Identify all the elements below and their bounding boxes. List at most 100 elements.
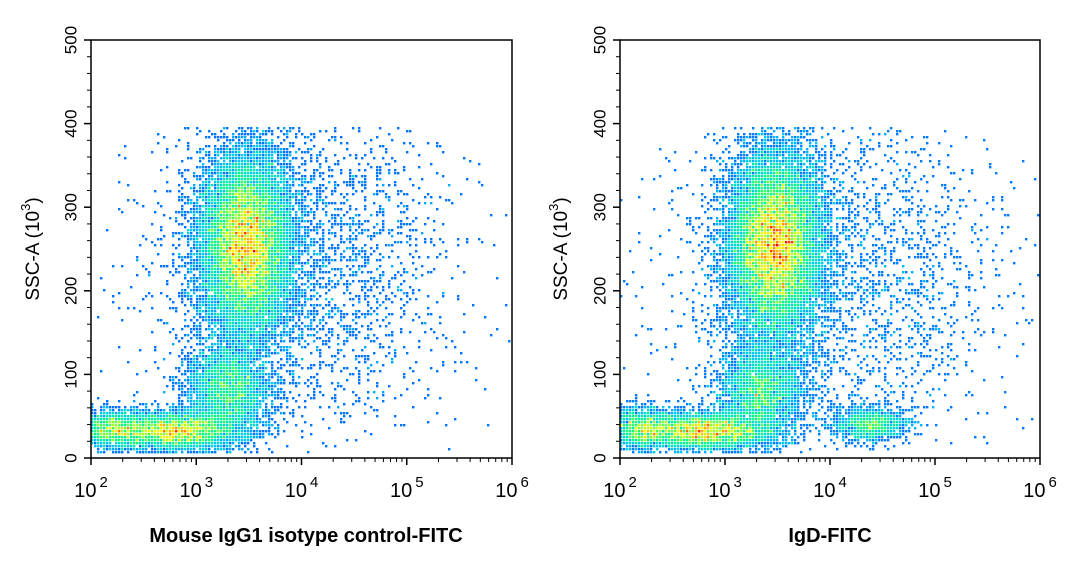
event-dot [421, 274, 424, 277]
event-dot [280, 148, 283, 151]
event-dot [319, 265, 322, 268]
event-dot [133, 415, 136, 418]
event-dot [496, 277, 499, 280]
event-dot [280, 157, 283, 160]
event-dot [205, 328, 208, 331]
event-dot [337, 343, 340, 346]
event-dot [247, 253, 250, 256]
event-dot [238, 178, 241, 181]
event-dot [205, 265, 208, 268]
event-dot [100, 277, 103, 280]
event-dot [106, 421, 109, 424]
event-dot [235, 349, 238, 352]
event-dot [202, 283, 205, 286]
event-dot [388, 229, 391, 232]
event-dot [211, 160, 214, 163]
event-dot [103, 424, 106, 427]
event-dot [214, 199, 217, 202]
event-dot [190, 253, 193, 256]
event-dot [181, 418, 184, 421]
event-dot [262, 346, 265, 349]
event-dot [223, 310, 226, 313]
event-dot [283, 430, 286, 433]
event-dot [214, 373, 217, 376]
event-dot [184, 334, 187, 337]
event-dot [313, 340, 316, 343]
event-dot [220, 220, 223, 223]
event-dot [202, 364, 205, 367]
event-dot [328, 304, 331, 307]
event-dot [238, 415, 241, 418]
event-dot [196, 358, 199, 361]
event-dot [160, 244, 163, 247]
event-dot [334, 394, 337, 397]
event-dot [316, 379, 319, 382]
event-dot [226, 136, 229, 139]
event-dot [205, 370, 208, 373]
event-dot [235, 214, 238, 217]
event-dot [262, 244, 265, 247]
event-dot [220, 346, 223, 349]
event-dot [259, 241, 262, 244]
event-dot [223, 427, 226, 430]
event-dot [361, 271, 364, 274]
event-dot [220, 379, 223, 382]
event-dot [253, 235, 256, 238]
event-dot [208, 199, 211, 202]
event-dot [157, 418, 160, 421]
event-dot [265, 409, 268, 412]
event-dot [223, 382, 226, 385]
event-dot [268, 346, 271, 349]
event-dot [379, 205, 382, 208]
event-dot [265, 166, 268, 169]
event-dot [298, 166, 301, 169]
event-dot [262, 310, 265, 313]
event-dot [223, 259, 226, 262]
event-dot [229, 139, 232, 142]
event-dot [175, 415, 178, 418]
event-dot [286, 217, 289, 220]
event-dot [244, 172, 247, 175]
event-dot [223, 217, 226, 220]
event-dot [238, 259, 241, 262]
event-dot [193, 385, 196, 388]
event-dot [253, 433, 256, 436]
event-dot [373, 391, 376, 394]
event-dot [301, 337, 304, 340]
event-dot [259, 181, 262, 184]
event-dot [268, 430, 271, 433]
event-dot [181, 208, 184, 211]
event-dot [250, 205, 253, 208]
event-dot [196, 202, 199, 205]
event-dot [265, 397, 268, 400]
event-dot [208, 427, 211, 430]
event-dot [262, 160, 265, 163]
event-dot [274, 325, 277, 328]
event-dot [220, 193, 223, 196]
event-dot [205, 256, 208, 259]
event-dot [172, 412, 175, 415]
event-dot [319, 199, 322, 202]
event-dot [190, 424, 193, 427]
event-dot [310, 289, 313, 292]
event-dot [223, 247, 226, 250]
event-dot [217, 316, 220, 319]
event-dot [235, 211, 238, 214]
event-dot [148, 412, 151, 415]
event-dot [208, 247, 211, 250]
event-dot [253, 160, 256, 163]
event-dot [130, 406, 133, 409]
event-dot [331, 364, 334, 367]
event-dot [412, 289, 415, 292]
event-dot [112, 427, 115, 430]
event-dot [250, 277, 253, 280]
event-dot [265, 196, 268, 199]
event-dot [235, 382, 238, 385]
event-dot [238, 412, 241, 415]
event-dot [109, 436, 112, 439]
event-dot [106, 430, 109, 433]
event-dot [370, 322, 373, 325]
event-dot [289, 220, 292, 223]
event-dot [322, 250, 325, 253]
event-dot [238, 325, 241, 328]
